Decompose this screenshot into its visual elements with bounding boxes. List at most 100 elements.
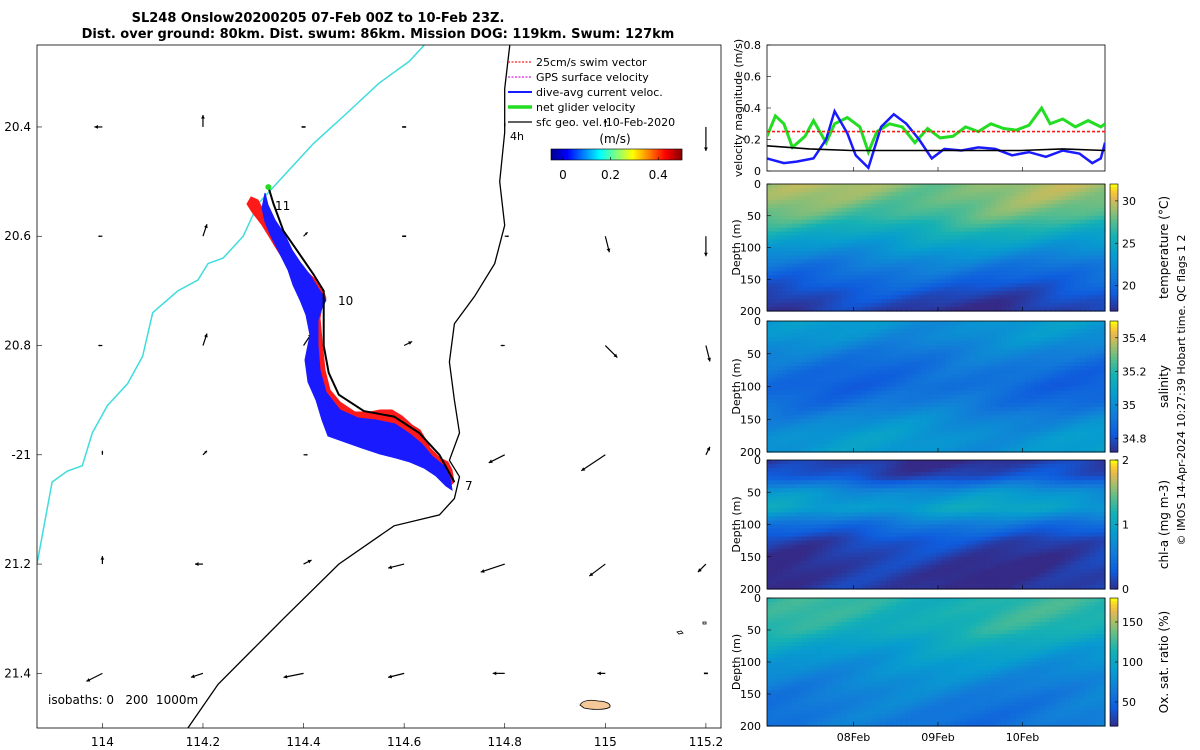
geo-vector xyxy=(480,563,505,573)
geo-vector xyxy=(388,563,405,570)
velocity-series-line xyxy=(767,108,1105,171)
section-colorbar-label: chl-a (mg m-3) xyxy=(1157,480,1171,569)
section-panel-chl-a: 0 50 100 150 200 Depth (m) 0 1 2 chl-a (mg m-3) xyxy=(730,454,1171,596)
velocity-ylabel: velocity magnitude (m/s) xyxy=(732,39,745,177)
map-y-tick-label: 21.2 xyxy=(4,557,31,571)
geo-vector xyxy=(202,224,208,237)
section-y-tick: 150 xyxy=(740,688,761,701)
section-colorbar-tick: 30 xyxy=(1122,195,1136,208)
map-x-tick-label: 114 xyxy=(91,735,114,749)
geo-vector xyxy=(283,672,304,679)
legend-4h-label: 4h xyxy=(510,130,524,143)
day-label-10: 10 xyxy=(338,294,353,308)
velocity-y-tick: 0.8 xyxy=(744,39,762,52)
section-colorbar-tick: 35.2 xyxy=(1122,365,1147,378)
section-y-tick: 50 xyxy=(747,210,761,223)
geo-vector xyxy=(492,671,505,676)
section-y-tick: 150 xyxy=(740,551,761,564)
section-y-tick: 50 xyxy=(747,486,761,499)
section-panel-temperature: 0 50 100 150 200 Depth (m) 20 25 30 temperature (… xyxy=(730,178,1171,318)
section-y-tick: 0 xyxy=(754,315,761,328)
isobaths-label: isobaths: 0 200 1000m xyxy=(48,693,198,707)
section-colorbar-label: salinity xyxy=(1157,365,1171,408)
geo-vector xyxy=(201,114,205,127)
section-colorbar-tick: 34.8 xyxy=(1122,433,1147,446)
section-y-tick: 200 xyxy=(740,583,761,596)
map-colorbar-tick: 0.2 xyxy=(601,168,620,182)
geo-vector xyxy=(100,556,105,565)
geo-vector xyxy=(190,672,204,679)
map-x-tick-label: 114.6 xyxy=(387,735,421,749)
geo-vector xyxy=(86,672,103,682)
section-y-tick: 100 xyxy=(740,381,761,394)
glider-track xyxy=(267,186,456,483)
geo-vector xyxy=(388,672,405,679)
section-colorbar-tick: 50 xyxy=(1122,696,1136,709)
geo-vector xyxy=(303,231,308,237)
geo-vector xyxy=(597,671,606,676)
section-y-tick: 50 xyxy=(747,348,761,361)
map-x-tick-label: 115.2 xyxy=(689,735,723,749)
geo-vector xyxy=(504,235,509,238)
date-axis: 08Feb 09Feb 10Feb xyxy=(837,167,1039,744)
section-ylabel: Depth (m) xyxy=(730,496,743,552)
island xyxy=(579,699,611,710)
geo-vector xyxy=(98,344,103,347)
velocity-series-line xyxy=(767,105,1105,157)
map-colorbar-tick: 0.4 xyxy=(649,168,668,182)
map-x-tick-label: 114.2 xyxy=(186,735,220,749)
map-y-tick-label: 20.6 xyxy=(4,229,31,243)
geo-velocity-vectors xyxy=(86,114,711,682)
map-x-tick-label: 115 xyxy=(594,735,617,749)
chart-title-line1: SL248 Onslow20200205 07-Feb 00Z to 10-Fe… xyxy=(132,11,505,26)
map-panel: 11 10 7 114 114.2 114.4 114.6 114.8 115 115.2 … xyxy=(4,44,723,749)
geo-vector xyxy=(604,236,611,253)
velocity-y-tick: 0 xyxy=(754,165,761,178)
section-ylabel: Depth (m) xyxy=(730,219,743,275)
velocity-panel: 0 0.2 0.4 0.6 0.8 velocity magnitude (m/s) xyxy=(732,39,1106,178)
geo-vector xyxy=(697,563,707,573)
geo-vector xyxy=(588,563,606,577)
geo-vector xyxy=(94,125,103,129)
section-colorbar-tick: 35 xyxy=(1122,399,1136,412)
section-panel-oxygen: 0 50 100 150 200 Depth (m) 50 100 150 Ox. sat. ra… xyxy=(730,592,1171,733)
chart-title-line2: Dist. over ground: 80km. Dist. swum: 86k… xyxy=(82,27,675,42)
map-y-ticks: 20.4 20.6 20.8 -21 21.2 21.4 xyxy=(4,120,42,680)
section-panel-salinity: 0 50 100 150 200 Depth (m) 34.8 35 35.2 35.4 salin… xyxy=(730,315,1171,459)
day-label-7: 7 xyxy=(465,479,473,493)
geo-vector xyxy=(488,454,506,464)
geo-vector xyxy=(703,126,708,151)
velocity-y-tick: 0.4 xyxy=(744,102,762,115)
section-colorbar-tick: 35.4 xyxy=(1122,332,1147,345)
geo-vector xyxy=(403,340,413,347)
geo-vector xyxy=(703,236,708,257)
geo-vector xyxy=(503,122,506,127)
section-y-tick: 100 xyxy=(740,656,761,669)
velocity-y-tick: 0.2 xyxy=(744,134,762,147)
date-tick-label: 10Feb xyxy=(1006,731,1039,744)
section-y-tick: 100 xyxy=(740,242,761,255)
map-y-tick-label: -21 xyxy=(11,448,31,462)
date-tick-label: 09Feb xyxy=(921,731,954,744)
section-y-tick: 200 xyxy=(740,446,761,459)
copyright-label: © IMOS 14-Apr-2024 10:27:39 Hobart time.… xyxy=(1175,235,1188,546)
geo-vector xyxy=(604,345,618,358)
track-start-marker xyxy=(265,184,272,191)
section-y-tick: 200 xyxy=(740,305,761,318)
geo-vector xyxy=(705,345,711,362)
section-y-tick: 100 xyxy=(740,519,761,532)
section-colorbar-tick: 20 xyxy=(1122,280,1136,293)
section-colorbar-tick: 100 xyxy=(1122,656,1143,669)
islet xyxy=(702,621,707,625)
section-y-tick: 0 xyxy=(754,592,761,605)
section-colorbar-label: Ox. sat. ratio (%) xyxy=(1157,611,1171,713)
section-y-tick: 0 xyxy=(754,454,761,467)
velocity-series-line xyxy=(767,145,1105,152)
map-y-tick-label: 20.4 xyxy=(4,120,31,134)
map-y-tick-label: 20.8 xyxy=(4,339,31,353)
legend-swim-label: 25cm/s swim vector xyxy=(536,56,647,69)
geo-vector xyxy=(603,118,608,127)
section-y-tick: 0 xyxy=(754,178,761,191)
section-colorbar-tick: 2 xyxy=(1122,454,1129,467)
